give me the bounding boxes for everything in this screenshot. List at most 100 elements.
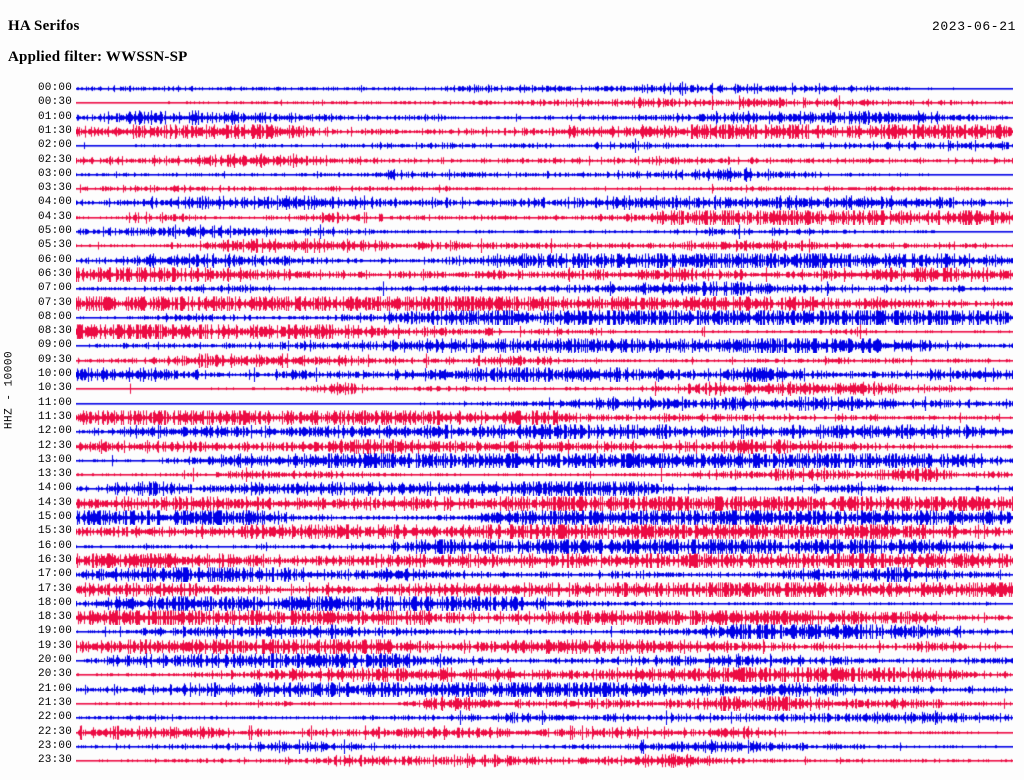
time-tick-label: 07:00: [37, 282, 72, 294]
seismic-trace: [76, 524, 1013, 539]
trace-row: 13:30: [0, 467, 1024, 482]
seismic-trace: [76, 267, 1013, 282]
seismic-trace: [76, 153, 1013, 168]
seismic-trace: [76, 195, 1013, 210]
time-tick-label: 09:00: [37, 339, 72, 351]
trace-row: 18:30: [0, 610, 1024, 625]
trace-row: 02:00: [0, 138, 1024, 153]
time-tick-label: 03:00: [37, 168, 72, 180]
trace-row: 19:30: [0, 639, 1024, 654]
seismic-trace: [76, 710, 1013, 725]
time-tick-label: 11:00: [37, 397, 72, 409]
seismic-trace: [76, 453, 1013, 468]
seismic-trace: [76, 539, 1013, 554]
time-tick-label: 12:30: [37, 440, 72, 452]
seismic-trace: [76, 81, 1013, 96]
seismic-trace: [76, 410, 1013, 425]
seismic-trace: [76, 367, 1013, 382]
time-tick-label: 21:00: [37, 683, 72, 695]
trace-row: 07:30: [0, 296, 1024, 311]
trace-row: 06:30: [0, 267, 1024, 282]
seismic-trace: [76, 296, 1013, 311]
seismic-trace: [76, 167, 1013, 182]
time-tick-label: 04:00: [37, 196, 72, 208]
applied-filter-label: Applied filter: WWSSN-SP: [8, 49, 188, 65]
time-tick-label: 21:30: [37, 697, 72, 709]
trace-row: 22:00: [0, 710, 1024, 725]
trace-row: 10:30: [0, 381, 1024, 396]
time-tick-label: 23:00: [37, 740, 72, 752]
trace-row: 02:30: [0, 153, 1024, 168]
seismic-trace: [76, 653, 1013, 668]
trace-row: 05:30: [0, 238, 1024, 253]
trace-row: 08:30: [0, 324, 1024, 339]
trace-row: 20:00: [0, 653, 1024, 668]
trace-row: 21:00: [0, 682, 1024, 697]
trace-row: 17:00: [0, 567, 1024, 582]
time-tick-label: 11:30: [37, 411, 72, 423]
trace-row: 08:00: [0, 310, 1024, 325]
time-tick-label: 09:30: [37, 354, 72, 366]
time-tick-label: 00:00: [37, 82, 72, 94]
seismic-trace: [76, 381, 1013, 396]
trace-row: 10:00: [0, 367, 1024, 382]
seismic-trace: [76, 725, 1013, 740]
trace-row: 09:30: [0, 353, 1024, 368]
time-tick-label: 17:00: [37, 568, 72, 580]
trace-row: 17:30: [0, 582, 1024, 597]
trace-row: 16:30: [0, 553, 1024, 568]
seismic-trace: [76, 138, 1013, 153]
seismic-trace: [76, 596, 1013, 611]
time-tick-label: 08:00: [37, 311, 72, 323]
seismic-trace: [76, 510, 1013, 525]
seismic-trace: [76, 353, 1013, 368]
time-tick-label: 20:00: [37, 654, 72, 666]
time-tick-label: 18:30: [37, 611, 72, 623]
trace-row: 01:30: [0, 124, 1024, 139]
time-tick-label: 15:00: [37, 511, 72, 523]
seismic-trace: [76, 396, 1013, 411]
seismic-trace: [76, 481, 1013, 496]
time-tick-label: 02:30: [37, 154, 72, 166]
time-tick-label: 16:30: [37, 554, 72, 566]
time-tick-label: 23:30: [37, 754, 72, 766]
seismic-trace: [76, 281, 1013, 296]
time-tick-label: 12:00: [37, 425, 72, 437]
trace-row: 15:00: [0, 510, 1024, 525]
time-tick-label: 18:00: [37, 597, 72, 609]
trace-row: 16:00: [0, 539, 1024, 554]
seismic-trace: [76, 610, 1013, 625]
seismic-trace: [76, 753, 1013, 768]
trace-row: 04:30: [0, 210, 1024, 225]
trace-row: 19:00: [0, 624, 1024, 639]
seismic-trace: [76, 253, 1013, 268]
seismic-trace: [76, 682, 1013, 697]
seismic-trace: [76, 110, 1013, 125]
time-tick-label: 03:30: [37, 182, 72, 194]
seismic-trace: [76, 639, 1013, 654]
time-tick-label: 04:30: [37, 211, 72, 223]
seismic-trace: [76, 624, 1013, 639]
time-tick-label: 06:00: [37, 254, 72, 266]
time-tick-label: 05:00: [37, 225, 72, 237]
seismic-trace: [76, 95, 1013, 110]
seismic-trace: [76, 181, 1013, 196]
trace-row: 23:00: [0, 739, 1024, 754]
seismic-trace: [76, 439, 1013, 454]
time-tick-label: 00:30: [37, 96, 72, 108]
seismic-trace: [76, 553, 1013, 568]
seismic-trace: [76, 667, 1013, 682]
seismic-trace: [76, 324, 1013, 339]
trace-row: 11:30: [0, 410, 1024, 425]
seismic-trace: [76, 124, 1013, 139]
trace-row: 07:00: [0, 281, 1024, 296]
trace-row: 15:30: [0, 524, 1024, 539]
seismic-trace: [76, 467, 1013, 482]
seismic-trace: [76, 696, 1013, 711]
seismic-trace: [76, 424, 1013, 439]
seismic-trace: [76, 567, 1013, 582]
time-tick-label: 20:30: [37, 668, 72, 680]
time-tick-label: 02:00: [37, 139, 72, 151]
time-tick-label: 22:30: [37, 726, 72, 738]
